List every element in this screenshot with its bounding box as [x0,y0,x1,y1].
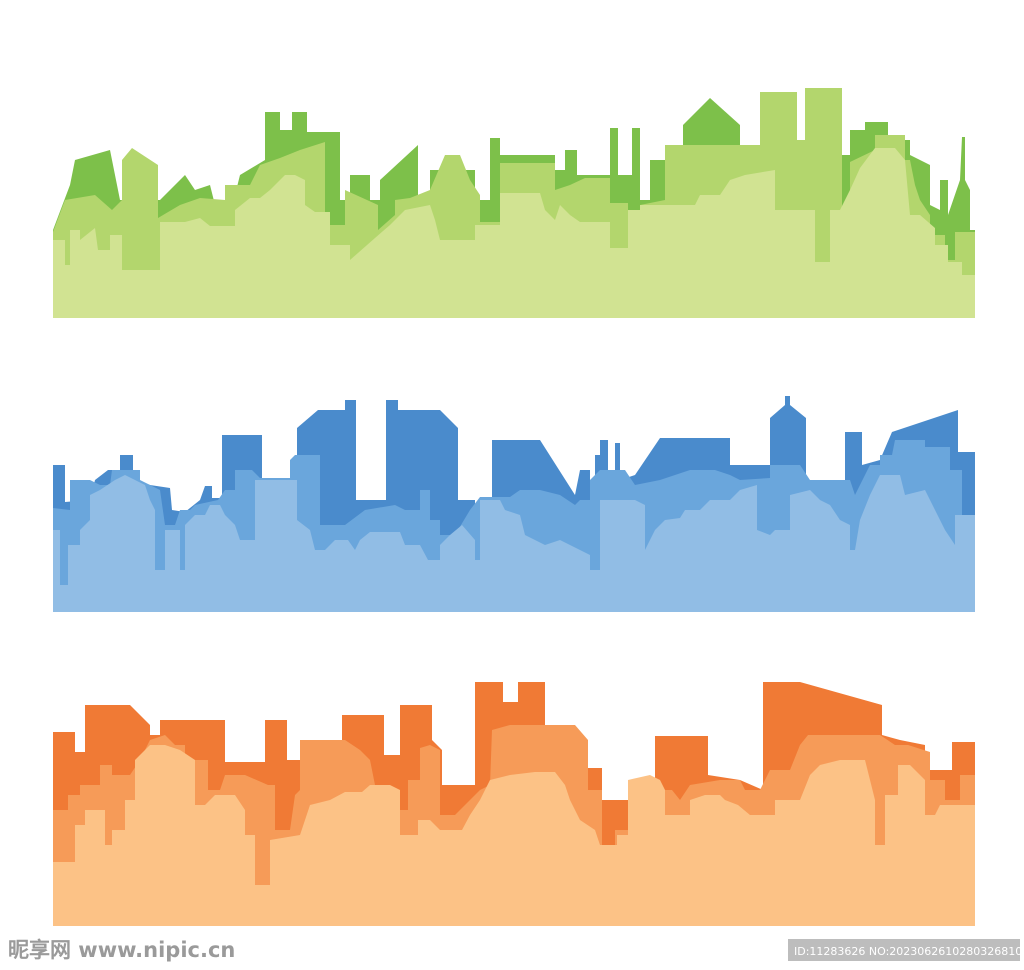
front-buildings [53,148,975,318]
watermark-id: ID:11283626 NO:20230626102803268101 [794,945,1024,958]
front-buildings [53,475,975,612]
green-skyline [53,88,975,318]
watermark-banner [788,939,1020,961]
watermark-site: 昵享网 www.nipic.cn [8,938,235,962]
orange-skyline [53,682,975,926]
front-buildings [53,745,975,926]
blue-skyline [53,396,975,612]
